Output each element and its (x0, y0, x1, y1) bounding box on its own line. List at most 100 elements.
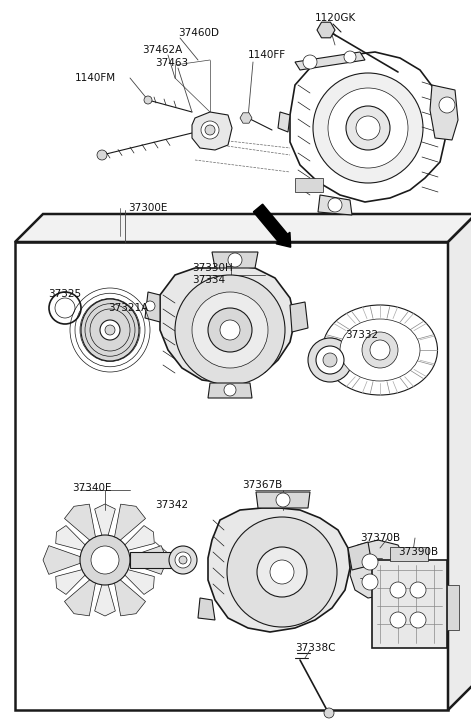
Polygon shape (56, 568, 90, 595)
Polygon shape (15, 214, 471, 242)
Circle shape (227, 517, 337, 627)
Circle shape (270, 560, 294, 584)
Circle shape (201, 121, 219, 139)
Circle shape (324, 708, 334, 718)
Polygon shape (65, 577, 97, 616)
Circle shape (100, 320, 120, 340)
Polygon shape (430, 85, 458, 140)
Circle shape (308, 338, 352, 382)
Polygon shape (145, 292, 160, 322)
Ellipse shape (81, 299, 139, 361)
Text: 37460D: 37460D (178, 28, 219, 38)
Ellipse shape (340, 319, 420, 381)
Circle shape (179, 556, 187, 564)
Circle shape (175, 552, 191, 568)
Bar (295, 178, 323, 192)
Text: 1120GK: 1120GK (315, 13, 356, 23)
Circle shape (257, 547, 307, 597)
Polygon shape (160, 265, 295, 383)
Circle shape (169, 546, 197, 574)
Circle shape (410, 582, 426, 598)
Circle shape (144, 96, 152, 104)
Polygon shape (350, 540, 405, 598)
Polygon shape (95, 578, 115, 616)
Circle shape (410, 612, 426, 628)
Circle shape (328, 88, 408, 168)
Bar (447, 585, 459, 630)
Text: 37332: 37332 (345, 330, 378, 340)
Circle shape (390, 582, 406, 598)
Circle shape (370, 340, 390, 360)
Polygon shape (95, 504, 115, 542)
Text: 37462A: 37462A (142, 45, 182, 55)
Polygon shape (317, 23, 335, 38)
Polygon shape (256, 492, 310, 508)
Polygon shape (114, 504, 146, 544)
Polygon shape (65, 504, 97, 544)
Polygon shape (125, 546, 167, 574)
Text: 37367B: 37367B (242, 480, 282, 490)
Circle shape (362, 332, 398, 368)
Polygon shape (208, 383, 252, 398)
Polygon shape (114, 577, 146, 616)
Bar (15, 242, 448, 710)
Circle shape (328, 198, 342, 212)
Bar (372, 560, 447, 648)
Polygon shape (43, 546, 85, 574)
Text: 37334: 37334 (192, 275, 225, 285)
Circle shape (362, 574, 378, 590)
Circle shape (80, 535, 130, 585)
Circle shape (362, 554, 378, 570)
Polygon shape (212, 252, 258, 268)
Polygon shape (56, 526, 90, 552)
Text: 37463: 37463 (155, 58, 188, 68)
Circle shape (205, 125, 215, 135)
Circle shape (313, 73, 423, 183)
Circle shape (228, 253, 242, 267)
Polygon shape (290, 302, 308, 332)
Circle shape (55, 298, 75, 318)
Text: 37338C: 37338C (295, 643, 335, 653)
Circle shape (91, 546, 119, 574)
Circle shape (220, 320, 240, 340)
Circle shape (346, 106, 390, 150)
Circle shape (356, 116, 380, 140)
Circle shape (390, 612, 406, 628)
Bar (130, 552, 175, 568)
Polygon shape (208, 508, 350, 632)
Text: 37321A: 37321A (108, 303, 148, 313)
Polygon shape (290, 52, 445, 202)
Circle shape (316, 346, 344, 374)
FancyArrow shape (253, 204, 291, 247)
Circle shape (175, 275, 285, 385)
Bar (390, 547, 428, 561)
Circle shape (105, 325, 115, 335)
Polygon shape (348, 542, 372, 570)
Text: 37342: 37342 (155, 500, 188, 510)
Ellipse shape (323, 305, 438, 395)
Text: 37390B: 37390B (398, 547, 438, 557)
Circle shape (145, 301, 155, 311)
Polygon shape (278, 112, 290, 132)
Text: 1140FM: 1140FM (75, 73, 116, 83)
Polygon shape (318, 195, 352, 215)
Circle shape (303, 55, 317, 69)
Circle shape (344, 51, 356, 63)
Circle shape (323, 353, 337, 367)
Circle shape (192, 292, 268, 368)
Circle shape (49, 292, 81, 324)
Polygon shape (120, 526, 154, 552)
Text: 37300E: 37300E (128, 203, 167, 213)
Circle shape (439, 97, 455, 113)
Polygon shape (198, 598, 215, 620)
Polygon shape (120, 568, 154, 595)
Text: 37370B: 37370B (360, 533, 400, 543)
Polygon shape (448, 214, 471, 710)
Circle shape (208, 308, 252, 352)
Polygon shape (295, 52, 365, 70)
Circle shape (224, 384, 236, 396)
Polygon shape (240, 113, 252, 123)
Circle shape (276, 493, 290, 507)
Polygon shape (192, 112, 232, 150)
Text: 37325: 37325 (48, 289, 81, 299)
